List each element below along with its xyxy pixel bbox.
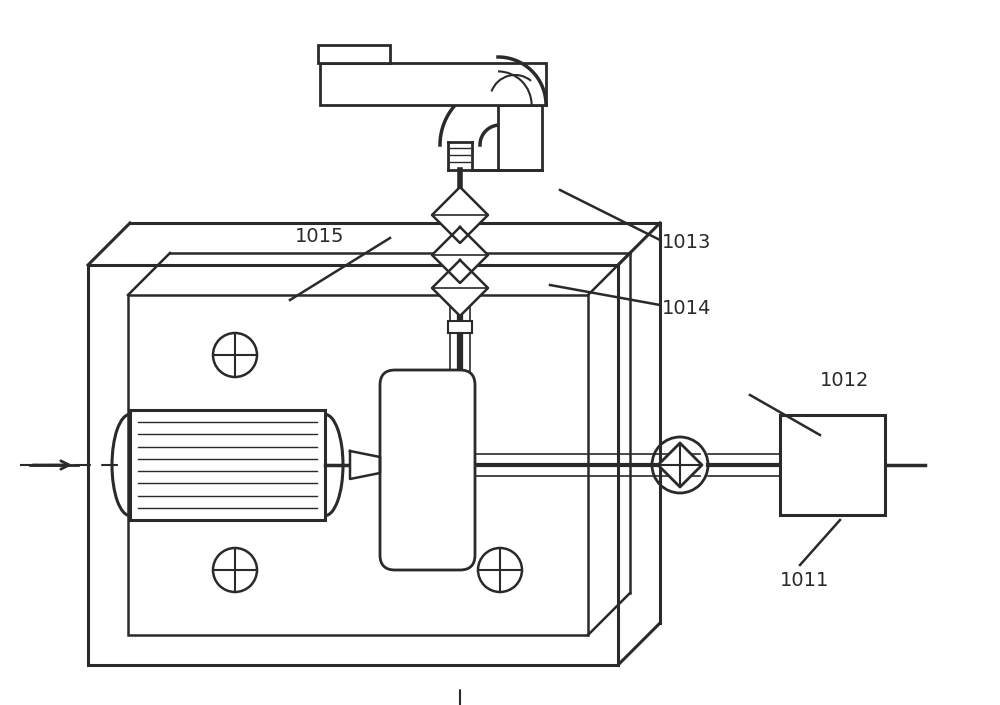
Text: 1012: 1012 xyxy=(820,371,869,389)
Bar xyxy=(128,295,588,635)
Text: 1013: 1013 xyxy=(662,233,711,252)
Polygon shape xyxy=(658,443,702,487)
Text: 1011: 1011 xyxy=(780,570,829,589)
Text: 1014: 1014 xyxy=(662,298,711,317)
Polygon shape xyxy=(432,260,488,316)
Polygon shape xyxy=(432,187,488,243)
FancyBboxPatch shape xyxy=(380,370,475,570)
Bar xyxy=(320,63,546,105)
Polygon shape xyxy=(350,451,380,479)
Polygon shape xyxy=(432,227,488,283)
Bar xyxy=(88,265,618,665)
FancyBboxPatch shape xyxy=(498,105,542,170)
Bar xyxy=(780,415,885,515)
Bar xyxy=(318,45,390,63)
Text: 1015: 1015 xyxy=(295,228,344,247)
Bar xyxy=(130,410,325,520)
FancyBboxPatch shape xyxy=(448,321,472,333)
